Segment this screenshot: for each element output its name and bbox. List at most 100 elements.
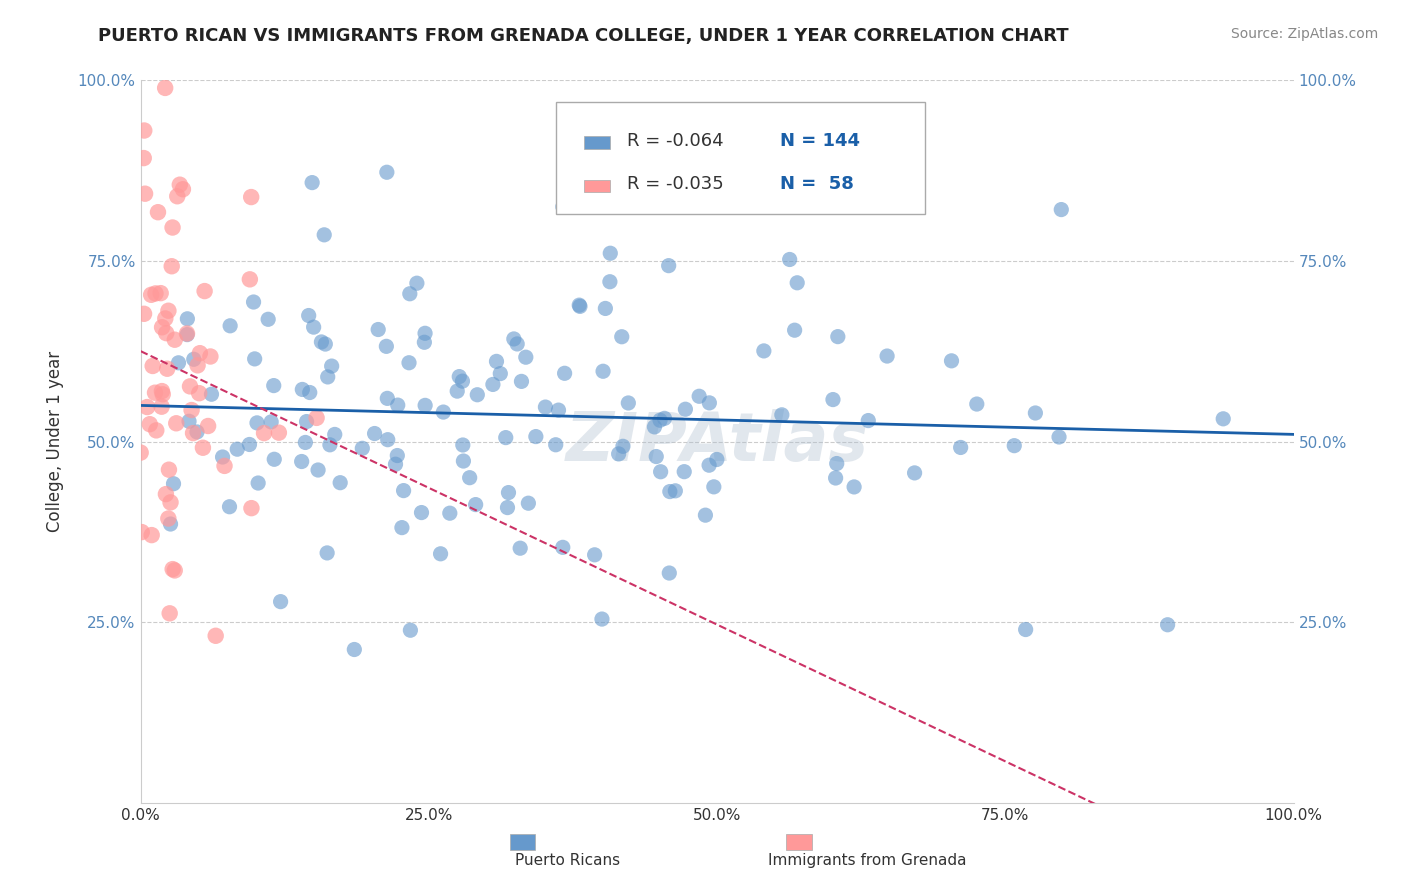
Puerto Ricans: [439, 506, 461, 520]
Immigrants from Grenada: [176, 326, 198, 341]
Puerto Ricans: [270, 594, 292, 608]
Puerto Ricans: [177, 414, 200, 428]
Text: ZIPAtlas: ZIPAtlas: [565, 409, 869, 475]
Puerto Ricans: [458, 471, 481, 485]
Puerto Ricans: [506, 337, 529, 351]
Puerto Ricans: [524, 429, 547, 443]
Puerto Ricans: [607, 447, 630, 461]
Puerto Ricans: [496, 500, 519, 515]
Puerto Ricans: [650, 465, 672, 479]
Immigrants from Grenada: [141, 288, 163, 302]
Puerto Ricans: [219, 318, 242, 333]
FancyBboxPatch shape: [585, 136, 610, 149]
FancyBboxPatch shape: [585, 179, 610, 193]
Puerto Ricans: [544, 438, 567, 452]
Puerto Ricans: [399, 624, 422, 638]
Puerto Ricans: [658, 566, 681, 580]
Immigrants from Grenada: [214, 458, 236, 473]
Puerto Ricans: [375, 165, 398, 179]
Immigrants from Grenada: [149, 286, 172, 301]
Puerto Ricans: [1212, 412, 1234, 426]
Puerto Ricans: [695, 508, 717, 523]
Immigrants from Grenada: [134, 123, 156, 137]
Puerto Ricans: [183, 352, 205, 367]
Immigrants from Grenada: [132, 151, 155, 165]
Text: PUERTO RICAN VS IMMIGRANTS FROM GRENADA COLLEGE, UNDER 1 YEAR CORRELATION CHART: PUERTO RICAN VS IMMIGRANTS FROM GRENADA …: [98, 27, 1069, 45]
Immigrants from Grenada: [141, 528, 163, 542]
Immigrants from Grenada: [165, 417, 187, 431]
Puerto Ricans: [314, 337, 336, 351]
Puerto Ricans: [583, 548, 606, 562]
Puerto Ricans: [413, 398, 436, 412]
Puerto Ricans: [673, 465, 696, 479]
Puerto Ricans: [592, 364, 614, 378]
Text: N = 144: N = 144: [780, 132, 860, 150]
Immigrants from Grenada: [169, 178, 191, 192]
Puerto Ricans: [568, 298, 591, 312]
Puerto Ricans: [554, 366, 576, 380]
Puerto Ricans: [384, 457, 406, 471]
Puerto Ricans: [688, 389, 710, 403]
Puerto Ricans: [398, 286, 420, 301]
Puerto Ricans: [568, 299, 591, 313]
Puerto Ricans: [246, 416, 269, 430]
Puerto Ricans: [595, 301, 617, 316]
Puerto Ricans: [1014, 623, 1036, 637]
Puerto Ricans: [1024, 406, 1046, 420]
Puerto Ricans: [1050, 202, 1073, 217]
Puerto Ricans: [654, 411, 676, 425]
Puerto Ricans: [451, 438, 474, 452]
Puerto Ricans: [218, 500, 240, 514]
Puerto Ricans: [319, 438, 342, 452]
Puerto Ricans: [301, 176, 323, 190]
Puerto Ricans: [610, 330, 633, 344]
Text: Immigrants from Grenada: Immigrants from Grenada: [768, 854, 966, 869]
Puerto Ricans: [966, 397, 988, 411]
Puerto Ricans: [167, 356, 190, 370]
Immigrants from Grenada: [181, 426, 204, 441]
Puerto Ricans: [238, 437, 260, 451]
Immigrants from Grenada: [155, 487, 177, 501]
Puerto Ricans: [786, 276, 808, 290]
Puerto Ricans: [263, 452, 285, 467]
Puerto Ricans: [465, 388, 488, 402]
Puerto Ricans: [294, 435, 316, 450]
Puerto Ricans: [176, 327, 198, 342]
Puerto Ricans: [658, 259, 681, 273]
Immigrants from Grenada: [204, 629, 226, 643]
Puerto Ricans: [752, 343, 775, 358]
Puerto Ricans: [509, 541, 531, 556]
Puerto Ricans: [375, 392, 398, 406]
Puerto Ricans: [821, 392, 844, 407]
Puerto Ricans: [392, 483, 415, 498]
Puerto Ricans: [495, 431, 517, 445]
Puerto Ricans: [298, 385, 321, 400]
Puerto Ricans: [159, 516, 181, 531]
Puerto Ricans: [316, 370, 339, 384]
Puerto Ricans: [387, 449, 409, 463]
Puerto Ricans: [699, 396, 721, 410]
Immigrants from Grenada: [240, 190, 263, 204]
Puerto Ricans: [664, 483, 686, 498]
Puerto Ricans: [842, 480, 865, 494]
Immigrants from Grenada: [142, 359, 165, 373]
Puerto Ricans: [515, 350, 537, 364]
Text: R = -0.035: R = -0.035: [627, 176, 724, 194]
Puerto Ricans: [903, 466, 925, 480]
Puerto Ricans: [510, 375, 533, 389]
Puerto Ricans: [323, 427, 346, 442]
Puerto Ricans: [858, 413, 880, 427]
Puerto Ricans: [489, 367, 512, 381]
FancyBboxPatch shape: [509, 834, 534, 850]
Puerto Ricans: [257, 312, 280, 326]
Puerto Ricans: [307, 463, 329, 477]
Immigrants from Grenada: [160, 259, 183, 273]
Immigrants from Grenada: [155, 326, 177, 340]
Puerto Ricans: [298, 309, 321, 323]
Immigrants from Grenada: [162, 562, 184, 576]
Puerto Ricans: [413, 335, 436, 350]
Puerto Ricans: [375, 339, 398, 353]
Puerto Ricans: [703, 480, 725, 494]
Immigrants from Grenada: [156, 361, 179, 376]
Immigrants from Grenada: [179, 379, 201, 393]
